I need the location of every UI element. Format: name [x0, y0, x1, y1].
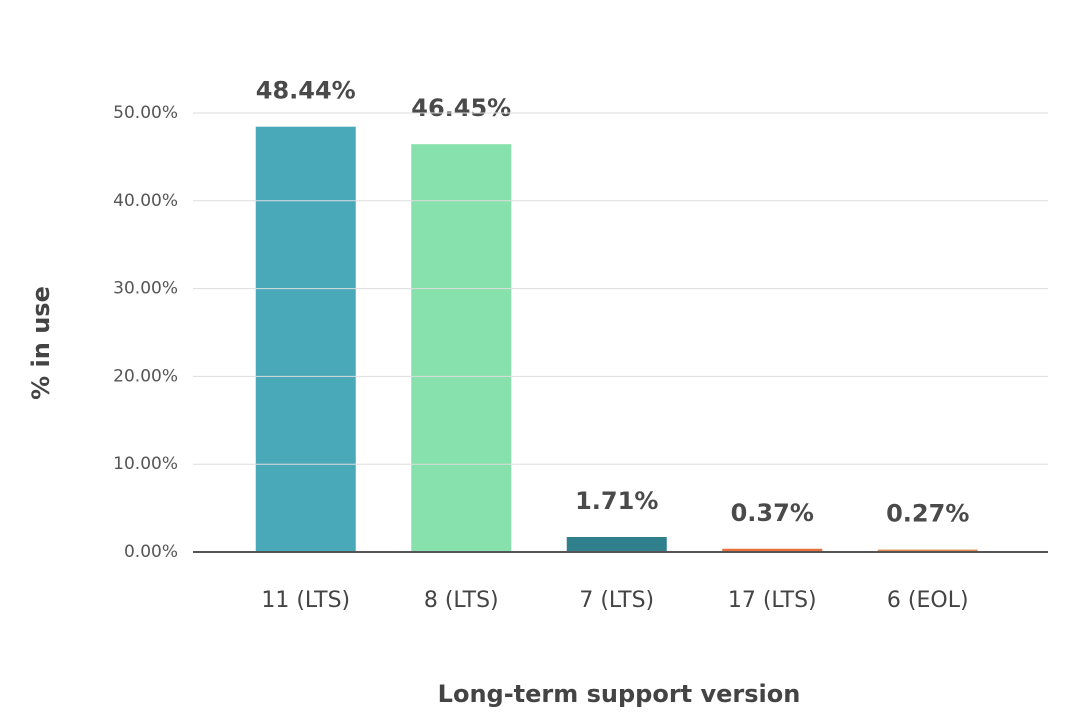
y-tick-label: 20.00% [113, 366, 178, 386]
x-tick-label: 17 (LTS) [728, 588, 817, 613]
y-tick-label: 40.00% [113, 191, 178, 211]
x-tick-label: 6 (EOL) [887, 588, 969, 613]
value-label: 0.37% [731, 499, 814, 527]
bar [566, 536, 667, 552]
bar [877, 549, 978, 552]
bar [411, 144, 512, 552]
x-tick-label: 7 (LTS) [579, 588, 654, 613]
y-tick-label: 10.00% [113, 454, 178, 474]
value-label: 46.45% [411, 94, 511, 122]
x-tick-label: 11 (LTS) [261, 588, 350, 613]
value-label: 0.27% [886, 500, 969, 528]
bar [255, 126, 356, 552]
y-tick-label: 30.00% [113, 279, 178, 299]
x-tick-label: 8 (LTS) [424, 588, 499, 613]
y-tick-label: 0.00% [124, 542, 178, 562]
x-axis-title: Long-term support version [438, 680, 801, 708]
bar [722, 548, 823, 552]
value-label: 48.44% [256, 77, 356, 105]
value-label: 1.71% [575, 487, 658, 515]
y-tick-label: 50.00% [113, 103, 178, 123]
y-axis-title: % in use [27, 286, 55, 400]
